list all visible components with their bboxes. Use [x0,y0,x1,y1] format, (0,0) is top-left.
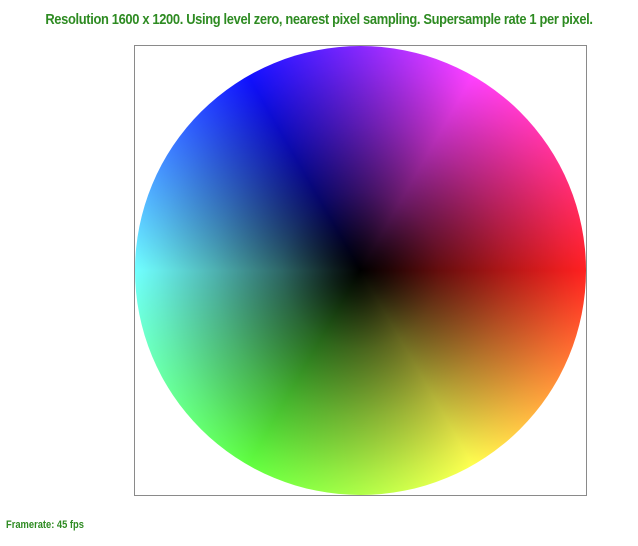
render-viewport[interactable] [134,45,587,496]
color-wheel-image [135,46,586,495]
framerate-readout: Framerate: 45 fps [6,519,84,531]
status-text: Resolution 1600 x 1200. Using level zero… [45,11,593,28]
